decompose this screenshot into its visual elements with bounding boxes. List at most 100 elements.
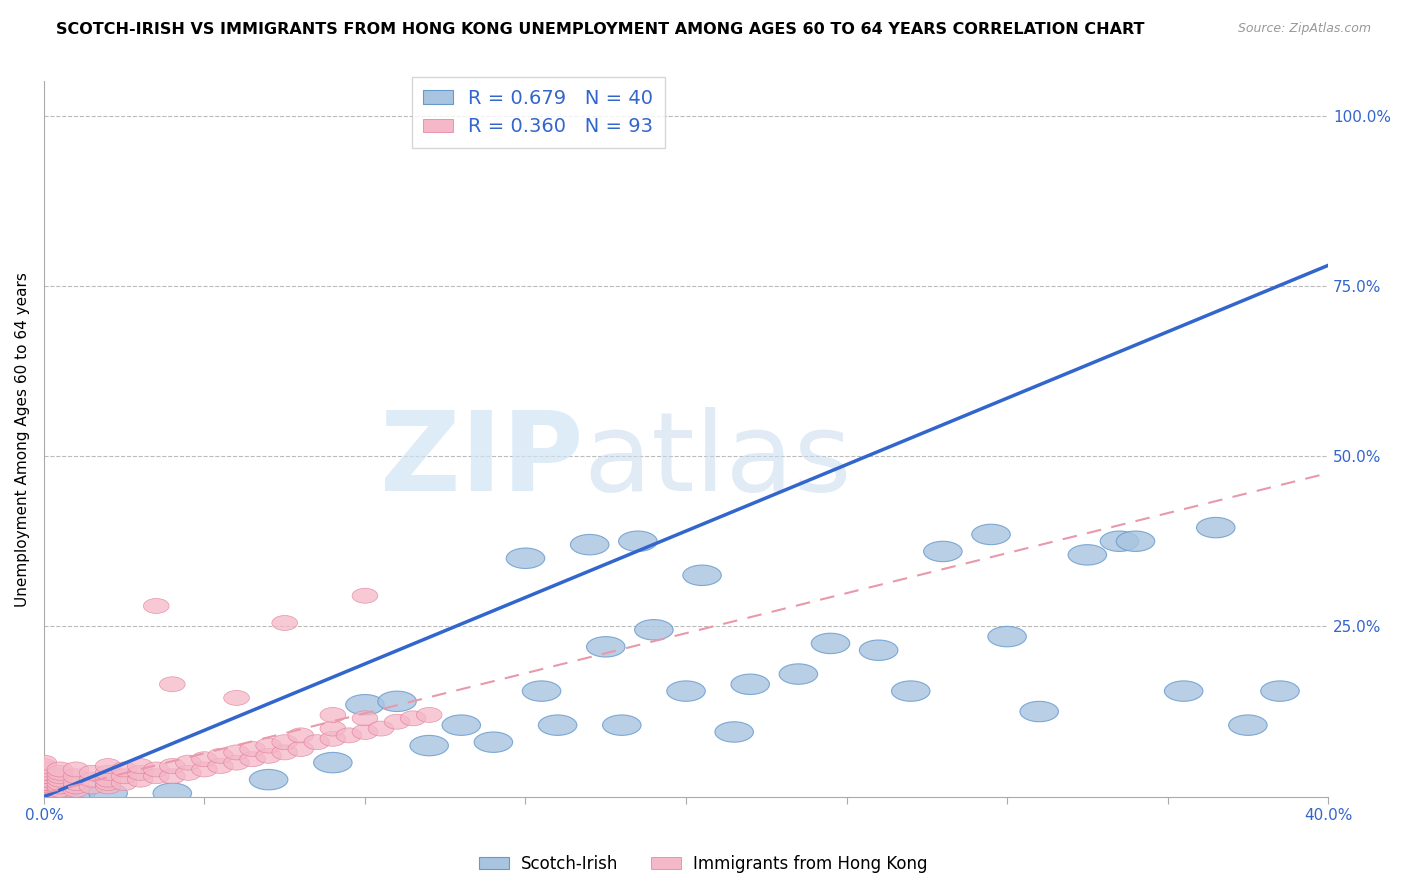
- Ellipse shape: [191, 762, 218, 777]
- Ellipse shape: [63, 762, 89, 777]
- Ellipse shape: [31, 765, 56, 780]
- Ellipse shape: [46, 786, 73, 801]
- Ellipse shape: [31, 786, 56, 801]
- Ellipse shape: [224, 745, 249, 760]
- Ellipse shape: [46, 772, 73, 787]
- Ellipse shape: [63, 779, 89, 794]
- Ellipse shape: [441, 714, 481, 735]
- Ellipse shape: [31, 765, 56, 780]
- Ellipse shape: [63, 782, 89, 797]
- Ellipse shape: [153, 783, 191, 804]
- Ellipse shape: [352, 724, 378, 739]
- Ellipse shape: [79, 779, 105, 794]
- Ellipse shape: [352, 711, 378, 726]
- Ellipse shape: [506, 548, 544, 568]
- Ellipse shape: [31, 782, 56, 797]
- Ellipse shape: [31, 769, 56, 784]
- Ellipse shape: [811, 633, 849, 654]
- Ellipse shape: [321, 721, 346, 736]
- Ellipse shape: [128, 765, 153, 780]
- Ellipse shape: [321, 707, 346, 723]
- Ellipse shape: [89, 783, 128, 804]
- Ellipse shape: [31, 782, 56, 797]
- Ellipse shape: [988, 626, 1026, 647]
- Ellipse shape: [31, 786, 56, 801]
- Ellipse shape: [31, 782, 56, 797]
- Ellipse shape: [240, 752, 266, 767]
- Ellipse shape: [31, 772, 56, 787]
- Ellipse shape: [46, 762, 73, 777]
- Ellipse shape: [288, 741, 314, 756]
- Ellipse shape: [41, 780, 79, 800]
- Ellipse shape: [31, 756, 56, 770]
- Ellipse shape: [143, 599, 169, 614]
- Ellipse shape: [46, 765, 73, 780]
- Ellipse shape: [571, 534, 609, 555]
- Ellipse shape: [111, 769, 136, 784]
- Ellipse shape: [1164, 681, 1204, 701]
- Ellipse shape: [249, 770, 288, 789]
- Ellipse shape: [96, 779, 121, 794]
- Ellipse shape: [31, 779, 56, 794]
- Ellipse shape: [1229, 714, 1267, 735]
- Ellipse shape: [1099, 531, 1139, 551]
- Ellipse shape: [176, 756, 201, 770]
- Ellipse shape: [46, 782, 73, 797]
- Ellipse shape: [603, 714, 641, 735]
- Ellipse shape: [31, 786, 56, 801]
- Ellipse shape: [31, 758, 56, 773]
- Ellipse shape: [378, 691, 416, 712]
- Ellipse shape: [176, 765, 201, 780]
- Ellipse shape: [31, 772, 56, 787]
- Ellipse shape: [271, 615, 298, 631]
- Ellipse shape: [522, 681, 561, 701]
- Ellipse shape: [79, 765, 105, 780]
- Ellipse shape: [256, 748, 281, 764]
- Ellipse shape: [31, 769, 56, 784]
- Ellipse shape: [779, 664, 818, 684]
- Ellipse shape: [1197, 517, 1234, 538]
- Ellipse shape: [143, 762, 169, 777]
- Ellipse shape: [31, 786, 56, 801]
- Ellipse shape: [31, 782, 56, 797]
- Ellipse shape: [224, 690, 249, 706]
- Ellipse shape: [384, 714, 411, 730]
- Ellipse shape: [336, 728, 361, 743]
- Ellipse shape: [128, 772, 153, 787]
- Ellipse shape: [31, 779, 56, 794]
- Ellipse shape: [586, 637, 626, 657]
- Ellipse shape: [314, 752, 352, 772]
- Ellipse shape: [208, 758, 233, 773]
- Ellipse shape: [346, 695, 384, 714]
- Ellipse shape: [731, 674, 769, 695]
- Ellipse shape: [31, 782, 56, 797]
- Ellipse shape: [56, 783, 96, 804]
- Ellipse shape: [31, 775, 56, 790]
- Ellipse shape: [96, 775, 121, 790]
- Ellipse shape: [143, 769, 169, 784]
- Ellipse shape: [46, 775, 73, 790]
- Ellipse shape: [1261, 681, 1299, 701]
- Ellipse shape: [46, 779, 73, 794]
- Ellipse shape: [63, 769, 89, 784]
- Ellipse shape: [411, 735, 449, 756]
- Y-axis label: Unemployment Among Ages 60 to 64 years: Unemployment Among Ages 60 to 64 years: [15, 272, 30, 607]
- Ellipse shape: [111, 762, 136, 777]
- Ellipse shape: [683, 565, 721, 585]
- Ellipse shape: [46, 769, 73, 784]
- Ellipse shape: [31, 786, 56, 801]
- Ellipse shape: [31, 786, 56, 801]
- Legend: R = 0.679   N = 40, R = 0.360   N = 93: R = 0.679 N = 40, R = 0.360 N = 93: [412, 77, 665, 148]
- Ellipse shape: [79, 772, 105, 787]
- Ellipse shape: [352, 588, 378, 603]
- Ellipse shape: [972, 524, 1011, 545]
- Ellipse shape: [474, 732, 513, 752]
- Ellipse shape: [304, 735, 329, 749]
- Ellipse shape: [240, 741, 266, 756]
- Text: Source: ZipAtlas.com: Source: ZipAtlas.com: [1237, 22, 1371, 36]
- Ellipse shape: [96, 772, 121, 787]
- Ellipse shape: [416, 707, 441, 723]
- Ellipse shape: [208, 748, 233, 764]
- Ellipse shape: [111, 775, 136, 790]
- Ellipse shape: [368, 721, 394, 736]
